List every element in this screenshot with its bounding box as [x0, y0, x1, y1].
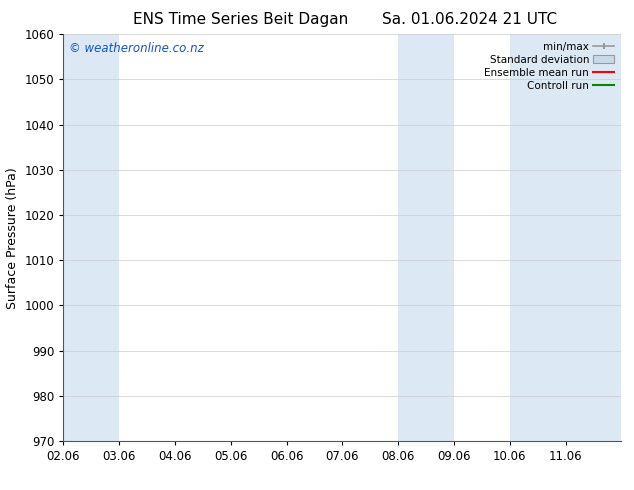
- Y-axis label: Surface Pressure (hPa): Surface Pressure (hPa): [6, 167, 19, 309]
- Text: © weatheronline.co.nz: © weatheronline.co.nz: [69, 43, 204, 55]
- Text: ENS Time Series Beit Dagan: ENS Time Series Beit Dagan: [133, 12, 349, 27]
- Text: Sa. 01.06.2024 21 UTC: Sa. 01.06.2024 21 UTC: [382, 12, 557, 27]
- Bar: [510, 34, 621, 441]
- Bar: [398, 34, 454, 441]
- Legend: min/max, Standard deviation, Ensemble mean run, Controll run: min/max, Standard deviation, Ensemble me…: [482, 40, 616, 93]
- Bar: [63, 34, 119, 441]
